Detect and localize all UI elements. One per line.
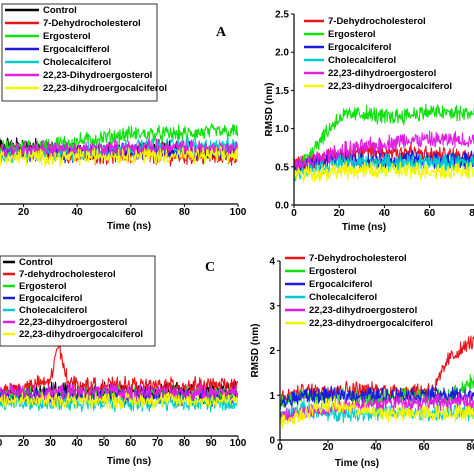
legend-label: Ergocalciferol <box>309 279 372 290</box>
y-tick-label: 3 <box>269 301 275 312</box>
y-tick-label: 2.0 <box>275 48 289 59</box>
y-tick-label: 1.5 <box>275 86 289 97</box>
x-tick-label: 40 <box>379 208 391 219</box>
legend-label: 22,23-dihydroergocalciferol <box>328 81 452 92</box>
x-tick-label: 80 <box>179 207 191 218</box>
legend-label: Cholecalciferol <box>43 57 111 68</box>
y-tick-label: 0.0 <box>275 201 289 212</box>
x-tick-label: 80 <box>466 442 474 453</box>
x-tick-label: 60 <box>125 207 137 218</box>
series-group <box>0 342 238 413</box>
legend: Control 7-Dehydrocholesterol Ergosterol Erg… <box>1 3 167 102</box>
series-line-6 <box>0 391 238 410</box>
x-tick-label: 20 <box>18 438 30 449</box>
x-tick-label: 40 <box>370 442 382 453</box>
legend: 7-Dehydrocholesterol Ergosterol Ergocalcif… <box>282 252 447 338</box>
y-tick-label: 1 <box>269 391 275 402</box>
x-axis-label: Time (ns) <box>107 221 151 232</box>
panel-D: 0 20 40 60 80 0 1 2 3 4 Time (ns) RMSD (nm) 7-Dehydr… <box>250 252 474 469</box>
legend-label: Cholecalciferol <box>309 292 377 303</box>
series-line-4 <box>294 130 474 170</box>
series-line-2 <box>280 385 474 408</box>
x-tick-label: 100 <box>230 438 247 449</box>
y-axis-label: RMSD (nm) <box>250 324 261 378</box>
x-tick-label: 90 <box>206 438 218 449</box>
legend-label: 7-Dehydrocholesterol <box>43 18 141 29</box>
y-tick-label: 1.0 <box>275 124 289 135</box>
legend-box <box>0 255 156 347</box>
series-group <box>294 103 474 184</box>
legend-label: Cholecalciferol <box>19 305 87 316</box>
legend-label: Ergosterol <box>309 266 357 277</box>
series-line-4 <box>0 136 238 164</box>
y-tick-label: 2 <box>269 346 275 357</box>
legend-label: Cholecalciferol <box>328 55 396 66</box>
series-line-4 <box>280 392 474 423</box>
x-tick-label: 20 <box>18 207 30 218</box>
x-axis-label: Time (ns) <box>342 222 386 233</box>
legend-label: Ergosterol <box>19 281 67 292</box>
legend-label: Control <box>19 257 53 268</box>
x-axis-label: Time (ns) <box>335 458 379 469</box>
legend-label: 22,23-Dihydroergosterol <box>43 70 152 81</box>
series-line-6 <box>0 145 238 168</box>
y-tick-label: 4 <box>269 257 275 268</box>
legend-label: 22,23-dihydroergocalciferol <box>43 83 167 94</box>
legend-label: 7-Dehydrocholesterol <box>309 253 407 264</box>
y-tick-label: 0.5 <box>275 162 289 173</box>
legend: 7-Dehydrocholesterol Ergosterol Ergocalcif… <box>301 15 466 101</box>
x-tick-label: 40 <box>72 207 84 218</box>
panel-C: 10 20 30 40 50 60 70 80 90 100 Time (ns) C Control7-… <box>0 255 247 467</box>
x-tick-label: 50 <box>98 438 110 449</box>
legend-label: Ergosterol <box>328 29 376 40</box>
legend-box <box>282 252 447 338</box>
legend-label: 22,23-dihydroergosterol <box>328 68 436 79</box>
legend-box <box>301 15 466 101</box>
legend-label: Ergocalciferol <box>19 293 82 304</box>
legend-label: Ergosterol <box>43 31 91 42</box>
panel-A: 20 40 60 80 100 Time (ns) A Control 7-Dehydrocho… <box>0 3 247 232</box>
legend-label: 22,23-dihydroergocalciferol <box>309 318 433 329</box>
legend-box <box>1 3 158 102</box>
y-axis-label: RMSD (nm) <box>264 83 275 137</box>
x-tick-label: 80 <box>469 208 474 219</box>
series-line-5 <box>0 382 238 402</box>
series-group <box>0 123 238 168</box>
legend-label: Control <box>43 5 77 16</box>
y-tick-label: 0 <box>269 436 275 447</box>
x-tick-label: 60 <box>125 438 137 449</box>
legend-label: Ergocalcifferol <box>43 44 110 55</box>
legend: Control7-dehydrocholesterolErgosterolErg… <box>0 255 156 347</box>
x-tick-label: 20 <box>334 208 346 219</box>
x-tick-label: 0 <box>277 442 283 453</box>
x-tick-label: 20 <box>322 442 334 453</box>
series-line-5 <box>294 160 474 184</box>
y-tick-label: 2.5 <box>275 10 289 21</box>
series-group <box>280 334 474 429</box>
x-tick-label: 60 <box>418 442 430 453</box>
x-tick-label: 70 <box>152 438 164 449</box>
legend-label: 7-Dehydrocholesterol <box>328 16 426 27</box>
legend-label: 22,23-dihydroergocalciferol <box>19 329 143 340</box>
legend-label: 22,23-dihydroergosterol <box>309 305 417 316</box>
legend-label: Ergocalciferol <box>328 42 391 53</box>
panel-B: 0 20 40 60 80 0.0 0.5 1.0 1.5 2.0 2.5 Time (ns) RMSD… <box>264 10 474 233</box>
panel-letter: A <box>216 25 227 40</box>
panel-letter: C <box>205 260 215 275</box>
x-tick-label: 30 <box>45 438 57 449</box>
series-line-5 <box>280 395 474 429</box>
x-tick-label: 0 <box>291 208 297 219</box>
x-tick-label: 100 <box>230 207 247 218</box>
x-tick-label: 80 <box>179 438 191 449</box>
series-line-1 <box>294 103 474 177</box>
legend-label: 7-dehydrocholesterol <box>19 269 116 280</box>
x-tick-label: 10 <box>0 438 3 449</box>
legend-label: 22,23-dihydroergosterol <box>19 317 127 328</box>
x-axis-label: Time (ns) <box>107 456 151 467</box>
series-line-3 <box>294 153 474 183</box>
x-tick-label: 40 <box>72 438 84 449</box>
x-tick-label: 60 <box>424 208 436 219</box>
